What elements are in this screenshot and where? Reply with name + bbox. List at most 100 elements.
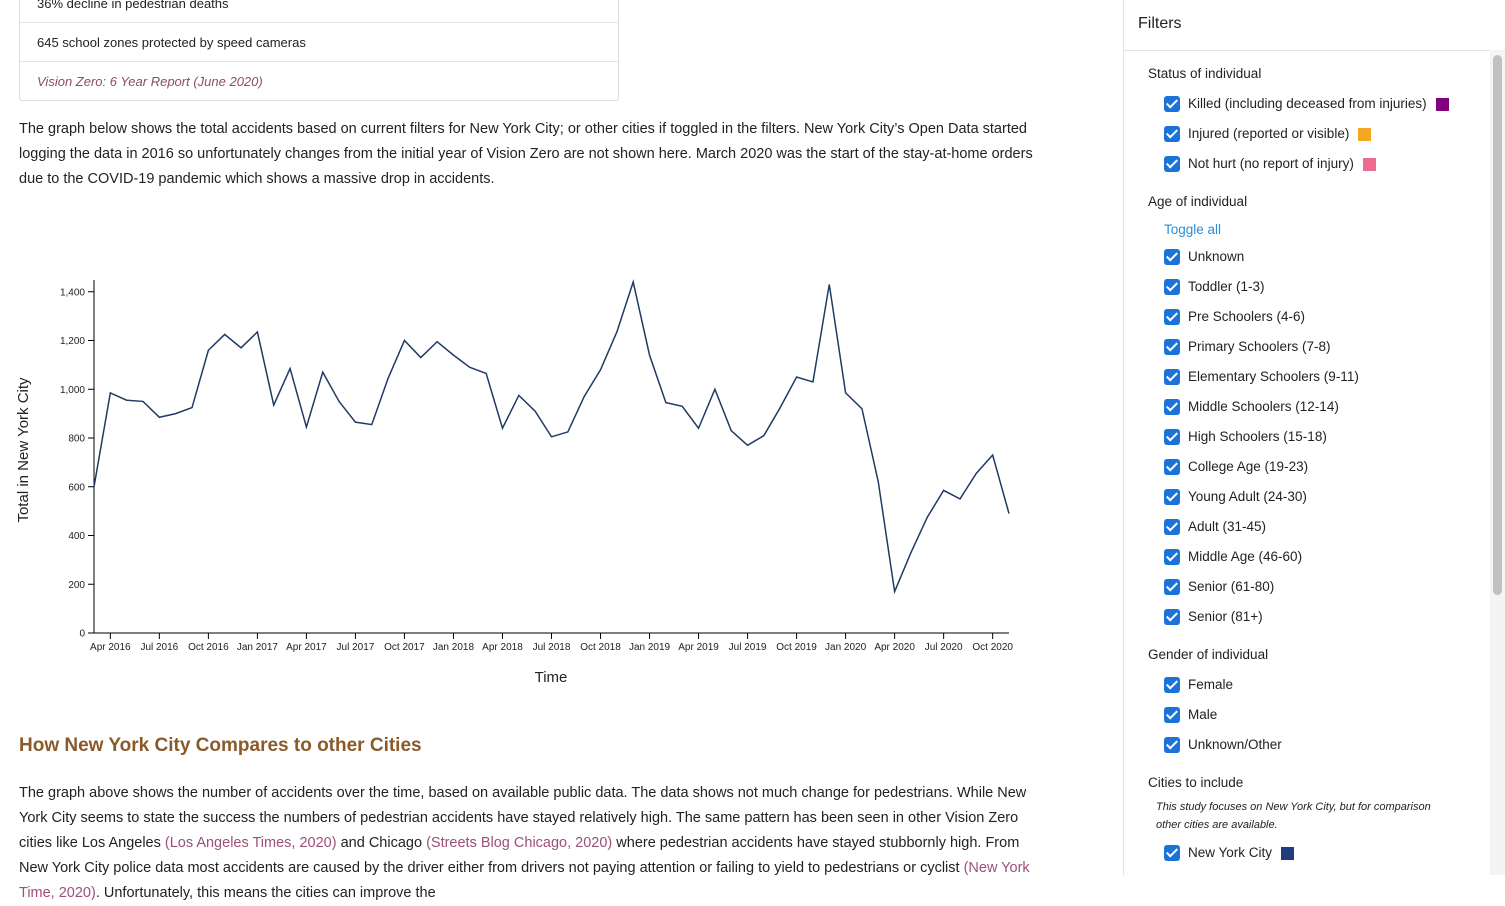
option-label: Primary Schoolers (7-8) — [1188, 339, 1331, 354]
color-swatch — [1281, 846, 1295, 860]
text-span: . Unfortunately, this means the cities c… — [95, 885, 436, 901]
option-label: Middle Age (46-60) — [1188, 549, 1303, 564]
scrollbar-thumb[interactable] — [1493, 55, 1502, 595]
checkbox[interactable] — [1164, 549, 1180, 565]
filter-heading: Cities to include — [1148, 775, 1244, 790]
option-label: Unknown/Other — [1188, 737, 1282, 752]
report-source[interactable]: Vision Zero: 6 Year Report (June 2020) — [37, 74, 263, 89]
filter-option[interactable]: Elementary Schoolers (9-11) — [1148, 362, 1505, 392]
filter-option[interactable]: Male — [1148, 700, 1505, 730]
checkbox[interactable] — [1164, 339, 1180, 355]
option-label: Pre Schoolers (4-6) — [1188, 309, 1306, 324]
x-tick-label: Jan 2017 — [237, 642, 279, 653]
checkbox[interactable] — [1164, 845, 1180, 861]
text-span: The graph above shows the number of acci… — [19, 785, 1027, 851]
citation-link[interactable]: (Streets Blog Chicago, 2020) — [426, 835, 613, 851]
filter-heading: Gender of individual — [1148, 647, 1269, 662]
checkbox[interactable] — [1164, 707, 1180, 723]
option-label: Female — [1188, 677, 1234, 692]
page: 36% decline in pedestrian deaths 645 sch… — [0, 0, 1505, 875]
option-label: Elementary Schoolers (9-11) — [1188, 369, 1359, 384]
x-tick-label: Oct 2016 — [188, 642, 229, 653]
x-tick-label: Jul 2019 — [729, 642, 767, 653]
text-span: and Chicago — [336, 835, 427, 851]
option-label: High Schoolers (15-18) — [1188, 429, 1327, 444]
filter-option[interactable]: Senior (81+) — [1148, 602, 1505, 632]
filter-option[interactable]: High Schoolers (15-18) — [1148, 422, 1505, 452]
checkbox[interactable] — [1164, 126, 1180, 142]
option-label: College Age (19-23) — [1188, 459, 1309, 474]
filter-option[interactable]: Young Adult (24-30) — [1148, 482, 1505, 512]
checkbox[interactable] — [1164, 309, 1180, 325]
filter-option[interactable]: Pre Schoolers (4-6) — [1148, 302, 1505, 332]
x-tick-label: Jan 2018 — [433, 642, 475, 653]
checkbox[interactable] — [1164, 156, 1180, 172]
filter-option[interactable]: Middle Schoolers (12-14) — [1148, 392, 1505, 422]
checkbox[interactable] — [1164, 429, 1180, 445]
option-label: Senior (61-80) — [1188, 579, 1275, 594]
y-axis-label: Total in New York City — [15, 377, 32, 523]
checkbox[interactable] — [1164, 519, 1180, 535]
x-tick-label: Jul 2020 — [925, 642, 963, 653]
y-tick-label: 600 — [68, 482, 85, 493]
x-tick-label: Jul 2018 — [533, 642, 571, 653]
filter-group: Status of individual Killed (including de… — [1124, 59, 1505, 179]
filter-option[interactable]: Female — [1148, 670, 1505, 700]
x-axis-label: Time — [535, 669, 568, 686]
main-content: 36% decline in pedestrian deaths 645 sch… — [15, 0, 1033, 901]
filter-option[interactable]: Not hurt (no report of injury) — [1148, 149, 1505, 179]
filter-option[interactable]: Primary Schoolers (7-8) — [1148, 332, 1505, 362]
chart: Total in New York City Time 0 200 400 600 80… — [15, 279, 1013, 686]
checkbox[interactable] — [1164, 737, 1180, 753]
report-item: 36% decline in pedestrian deaths — [20, 0, 618, 23]
filter-group: Gender of individual Female Male Unknown/Ot… — [1124, 640, 1505, 760]
option-label: Male — [1188, 707, 1218, 722]
filter-option[interactable]: Killed (including deceased from injuries… — [1148, 89, 1505, 119]
option-label: Injured (reported or visible) — [1188, 126, 1350, 141]
report-item: 645 school zones protected by speed came… — [20, 23, 618, 62]
y-tick-label: 1,000 — [60, 385, 85, 396]
checkbox[interactable] — [1164, 369, 1180, 385]
option-label: Toddler (1-3) — [1188, 279, 1265, 294]
filter-option[interactable]: Toddler (1-3) — [1148, 272, 1505, 302]
checkbox[interactable] — [1164, 579, 1180, 595]
option-label: Middle Schoolers (12-14) — [1188, 399, 1339, 414]
x-tick-label: Apr 2018 — [482, 642, 523, 653]
option-label: Senior (81+) — [1188, 609, 1263, 624]
y-tick-label: 1,400 — [60, 287, 85, 298]
checkbox[interactable] — [1164, 459, 1180, 475]
toggle-all[interactable]: Toggle all — [1164, 222, 1222, 237]
option-label: Killed (including deceased from injuries… — [1188, 96, 1427, 111]
x-tick-label: Oct 2017 — [384, 642, 425, 653]
citation-link[interactable]: (Los Angeles Times, 2020) — [164, 835, 337, 851]
x-tick-label: Apr 2016 — [90, 642, 131, 653]
y-tick-label: 1,200 — [60, 336, 85, 347]
x-tick-label: Apr 2020 — [874, 642, 915, 653]
filter-option[interactable]: Adult (31-45) — [1148, 512, 1505, 542]
filter-note: This study focuses on New York City, but… — [1156, 801, 1431, 831]
x-tick-label: Jan 2019 — [629, 642, 671, 653]
x-tick-label: Oct 2020 — [972, 642, 1013, 653]
filter-option[interactable]: Unknown — [1148, 242, 1505, 272]
option-label: Young Adult (24-30) — [1188, 489, 1307, 504]
checkbox[interactable] — [1164, 279, 1180, 295]
option-label: Not hurt (no report of injury) — [1188, 156, 1354, 171]
checkbox[interactable] — [1164, 677, 1180, 693]
x-tick-label: Jul 2017 — [337, 642, 375, 653]
checkbox[interactable] — [1164, 96, 1180, 112]
section-text: The graph above shows the number of acci… — [19, 781, 1039, 906]
filter-group: Cities to include This study focuses on N… — [1124, 768, 1505, 868]
y-tick-label: 0 — [79, 629, 85, 640]
checkbox[interactable] — [1164, 249, 1180, 265]
filter-option[interactable]: Unknown/Other — [1148, 730, 1505, 760]
x-tick-label: Jul 2016 — [140, 642, 178, 653]
checkbox[interactable] — [1164, 609, 1180, 625]
line-series — [93, 279, 1010, 595]
checkbox[interactable] — [1164, 399, 1180, 415]
filter-option[interactable]: College Age (19-23) — [1148, 452, 1505, 482]
filter-option[interactable]: Senior (61-80) — [1148, 572, 1505, 602]
checkbox[interactable] — [1164, 489, 1180, 505]
filter-option[interactable]: New York City — [1148, 838, 1505, 868]
filter-option[interactable]: Injured (reported or visible) — [1148, 119, 1505, 149]
filter-option[interactable]: Middle Age (46-60) — [1148, 542, 1505, 572]
